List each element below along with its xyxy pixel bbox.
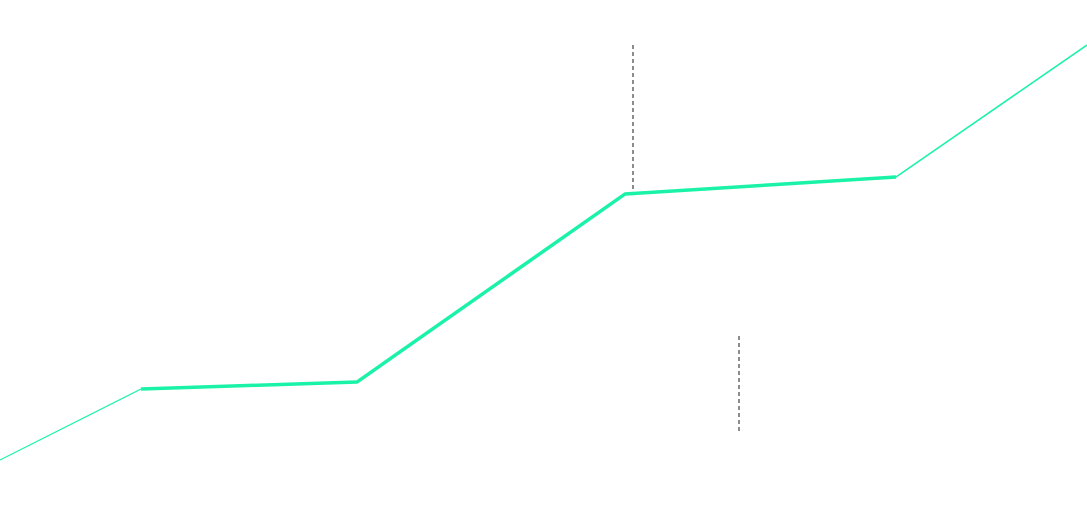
line-segment-thin: [895, 44, 1087, 178]
line-segment-thick: [140, 175, 897, 391]
line-segment-thin: [0, 388, 142, 461]
